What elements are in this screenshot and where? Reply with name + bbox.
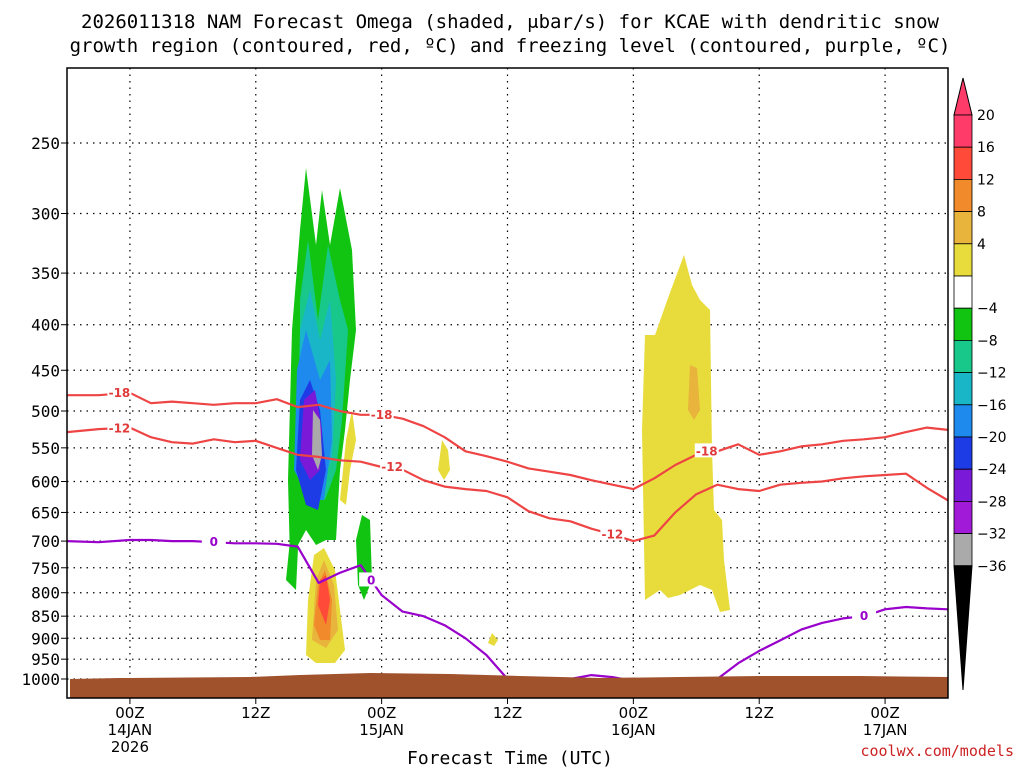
x-tick-label-line1: 12Z <box>493 704 522 722</box>
x-tick-label-line1: 00Z <box>619 704 648 722</box>
x-tick-label-line1: 00Z <box>870 704 899 722</box>
colorbar-swatch <box>953 211 973 245</box>
omega-yellow-broad <box>642 255 730 612</box>
y-tick-label: 800 <box>31 584 60 603</box>
omega-lightorange-small <box>688 365 700 420</box>
colorbar-swatch <box>953 500 973 534</box>
y-tick-label: 600 <box>31 472 60 491</box>
contour-label-neg12-a-bg <box>107 420 132 435</box>
x-tick-label-line1: 12Z <box>241 704 270 722</box>
colorbar-label: −8 <box>977 333 998 349</box>
plot-area <box>67 68 948 698</box>
colorbar-swatch <box>953 243 973 277</box>
y-tick-label: 500 <box>31 402 60 421</box>
contour-label-neg18-b-bg <box>369 406 394 421</box>
contour-label-neg18-a-bg <box>107 384 132 399</box>
gridlines <box>67 68 948 698</box>
contour-label-zero-c-bg <box>852 608 877 623</box>
y-axis: 250 300 350 400 450 500 550 600 650 700 750 800 850 9… <box>21 134 67 689</box>
x-tick-label-line2: 16JAN <box>611 721 656 739</box>
y-tick-label: 450 <box>31 361 60 380</box>
y-tick-label: 250 <box>31 134 60 153</box>
omega-yellow-small-3 <box>488 633 498 646</box>
contour-label-neg12-b-bg <box>380 459 405 474</box>
contour-label-zero-b: 0 <box>367 573 375 587</box>
colorbar-swatch <box>953 533 973 567</box>
contour-label-neg18-c-bg <box>694 443 719 458</box>
credit-link[interactable]: coolwx.com/models <box>860 742 1014 760</box>
contour-label-zero-a: 0 <box>210 535 218 549</box>
colorbar-label: −36 <box>977 559 1007 575</box>
colorbar-swatch <box>953 436 973 470</box>
contour-label-neg18-a: -18 <box>109 386 131 400</box>
x-tick-label-line2: 17JAN <box>863 721 908 739</box>
colorbar-label: −4 <box>977 301 998 317</box>
y-tick-label: 400 <box>31 316 60 335</box>
colorbar-label: −28 <box>977 494 1007 510</box>
colorbar-label: 12 <box>977 172 995 188</box>
colorbar-swatch <box>953 275 973 309</box>
chart-title-line2: growth region (contoured, red, ºC) and f… <box>70 35 951 57</box>
colorbar-swatch <box>953 146 973 180</box>
colorbar-swatch <box>953 404 973 438</box>
omega-yellow-small-2 <box>438 440 450 480</box>
colorbar-swatch <box>953 114 973 148</box>
x-tick-label-line1: 00Z <box>367 704 396 722</box>
omega-red-core <box>318 575 330 625</box>
colorbar-swatch <box>953 372 973 406</box>
x-tick-label-line1: 12Z <box>745 704 774 722</box>
contour-label-neg12-c-bg <box>600 526 625 541</box>
colorbar-label: 4 <box>977 237 986 253</box>
contour-series-0 <box>67 391 948 491</box>
colorbar-label: −32 <box>977 527 1007 543</box>
contour-label-zero-a-bg <box>201 534 226 549</box>
colorbar-label: −24 <box>977 462 1007 478</box>
y-tick-label: 900 <box>31 629 60 648</box>
contour-label-neg12-c: -12 <box>602 527 624 541</box>
colorbar-label: −20 <box>977 430 1007 446</box>
y-tick-label: 350 <box>31 264 60 283</box>
omega-gray-region <box>312 410 322 470</box>
colorbar-swatch <box>953 339 973 373</box>
y-tick-label: 1000 <box>21 670 60 689</box>
colorbar-label: −16 <box>977 398 1007 414</box>
x-tick-label-line2: 14JAN <box>108 721 153 739</box>
colorbar-swatch <box>953 468 973 502</box>
y-tick-label: 650 <box>31 503 60 522</box>
contour-series-1 <box>67 426 948 543</box>
colorbar-label: 8 <box>977 205 986 221</box>
contour-label-neg18-b: -18 <box>371 408 393 422</box>
colorbar-top-arrow <box>953 77 973 116</box>
contour-label-zero-c: 0 <box>860 609 868 623</box>
colorbar-label: −12 <box>977 366 1007 382</box>
contour-label-neg12-a: -12 <box>109 421 131 435</box>
y-tick-label: 550 <box>31 439 60 458</box>
omega-yellow-small <box>340 410 356 505</box>
contour-label-neg18-c: -18 <box>696 444 718 458</box>
contour-label-zero-b-bg <box>359 572 384 587</box>
ground-terrain <box>70 673 948 698</box>
colorbar-swatch <box>953 307 973 341</box>
colorbar-bottom-arrow <box>953 565 973 691</box>
contour-label-neg12-b: -12 <box>381 460 403 474</box>
x-tick-label-line1: 00Z <box>115 704 144 722</box>
y-tick-label: 950 <box>31 650 60 669</box>
y-tick-label: 750 <box>31 559 60 578</box>
colorbar-swatch <box>953 178 973 212</box>
y-tick-label: 850 <box>31 607 60 626</box>
x-axis-title: Forecast Time (UTC) <box>407 748 613 768</box>
colorbar-label: 20 <box>977 108 995 124</box>
colorbar-legend: 20 16 12 8 4 −4 −8 −12 −16 −20 −24 −28 −32 −36 <box>953 77 1007 691</box>
chart-title-line1: 2026011318 NAM Forecast Omega (shaded, μ… <box>81 11 939 33</box>
x-tick-label-line2: 15JAN <box>359 721 404 739</box>
y-tick-label: 300 <box>31 204 60 223</box>
x-tick-label-line3: 2026 <box>111 738 149 756</box>
colorbar-label: 16 <box>977 140 995 156</box>
y-tick-label: 700 <box>31 532 60 551</box>
omega-green-small <box>286 540 298 590</box>
